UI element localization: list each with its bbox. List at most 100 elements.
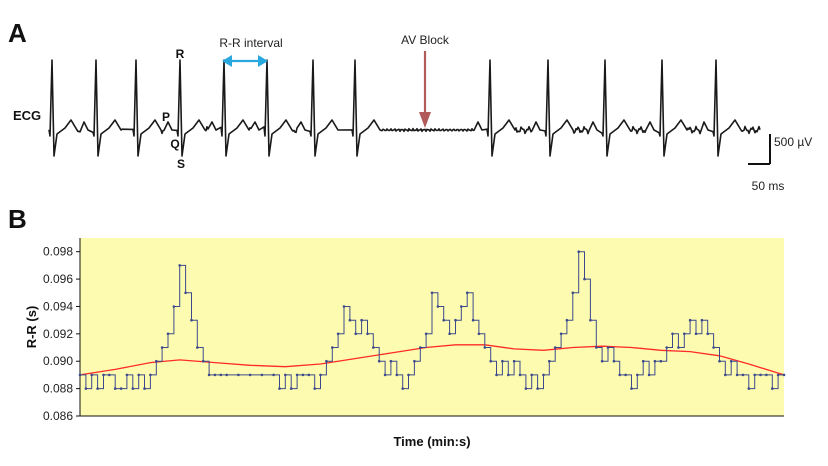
rr-data-point (102, 373, 105, 377)
rr-data-point (729, 359, 733, 363)
rr-data-point (507, 373, 510, 377)
rr-data-point (589, 318, 592, 322)
rr-data-point (190, 318, 193, 322)
rr-data-point (700, 318, 704, 322)
rr-data-point (419, 346, 422, 349)
rr-data-point (571, 291, 575, 295)
y-tick-label: 0.090 (43, 354, 73, 368)
rr-data-point (301, 373, 305, 377)
rr-data-point (782, 373, 786, 377)
rr-interval-label: R-R interval (219, 36, 282, 50)
rr-data-point (436, 305, 440, 308)
rr-data-point (155, 359, 158, 363)
rr-data-point (776, 373, 780, 377)
y-tick-label: 0.086 (43, 409, 73, 423)
y-tick-label: 0.094 (43, 299, 73, 313)
rr-data-point (366, 332, 369, 336)
y-tick-label: 0.096 (43, 272, 73, 286)
y-axis-title: R-R (s) (24, 306, 39, 349)
rr-data-point (747, 387, 751, 390)
axes: 0.0860.0880.0900.0920.0940.0960.09806:18… (43, 238, 784, 423)
rr-data-point (448, 332, 451, 336)
rr-data-point (636, 373, 639, 377)
rr-data-point (96, 387, 99, 390)
rr-data-point (184, 291, 187, 295)
rr-data-point (489, 359, 493, 363)
rr-data-point (395, 373, 399, 377)
rr-data-point (454, 318, 457, 322)
rr-data-point (683, 332, 686, 336)
panel-b-label: B (8, 204, 27, 234)
rr-data-point (78, 373, 82, 377)
rr-data-point (196, 346, 199, 349)
rr-data-point (565, 318, 569, 322)
rr-data-point (688, 318, 692, 322)
rr-data-point (659, 359, 663, 363)
y-tick-label: 0.092 (43, 327, 73, 341)
rr-data-point (178, 264, 181, 267)
wave-p-label: P (162, 110, 170, 124)
rr-data-point (653, 359, 657, 363)
rr-data-point (125, 373, 129, 377)
rr-data-point (718, 359, 721, 363)
rr-data-point (677, 346, 680, 349)
rr-data-point (735, 373, 739, 377)
scale-bar: 500 µV 50 ms (748, 134, 812, 193)
ecg-trace (48, 59, 761, 157)
rr-data-point (284, 373, 287, 377)
rr-data-point (84, 387, 88, 390)
rr-data-point (618, 373, 621, 377)
rr-data-point (424, 332, 428, 336)
y-tick-label: 0.098 (43, 245, 73, 259)
rr-data-point (237, 373, 240, 377)
rr-data-point (413, 359, 416, 363)
panel-a: A ECG R-R interval AV Block R P Q S 500 … (8, 18, 812, 193)
scale-bar-time-label: 50 ms (752, 179, 785, 193)
rr-data-point (501, 359, 504, 363)
av-block-label: AV Block (401, 33, 450, 47)
rr-data-point (606, 346, 610, 349)
rr-data-point (143, 387, 146, 390)
rr-interval-arrow (222, 55, 268, 67)
rr-series-markers (78, 250, 786, 390)
rr-data-point (149, 373, 152, 377)
rr-data-point (219, 373, 223, 377)
rr-data-point (325, 359, 328, 363)
rr-data-point (131, 387, 135, 390)
rr-data-point (372, 346, 375, 349)
rr-data-point (207, 373, 211, 377)
rr-data-point (542, 373, 545, 377)
rr-data-point (313, 387, 317, 390)
rr-data-point (712, 346, 715, 349)
rr-data-point (647, 373, 651, 377)
rr-data-point (407, 373, 410, 377)
rr-data-point (172, 305, 176, 308)
rr-data-point (354, 332, 358, 336)
rr-data-point (512, 359, 516, 363)
rr-data-point (471, 318, 475, 322)
rr-data-point (389, 359, 393, 363)
rr-data-point (706, 332, 709, 336)
rr-data-point (595, 346, 598, 349)
rr-data-point (278, 387, 281, 390)
rr-data-point (430, 291, 434, 295)
wave-q-label: Q (170, 137, 179, 151)
rr-data-point (671, 332, 674, 336)
rr-data-point (377, 359, 381, 363)
rr-data-point (577, 250, 580, 253)
rr-data-point (331, 346, 334, 349)
rr-data-point (771, 387, 774, 390)
rr-data-point (630, 387, 633, 390)
rr-data-point (612, 359, 616, 363)
rr-data-point (553, 346, 557, 349)
rr-data-point (272, 373, 275, 377)
rr-data-point (160, 346, 164, 349)
rr-data-point (319, 373, 322, 377)
rr-data-point (295, 373, 299, 377)
rr-data-point (201, 359, 205, 363)
rr-data-point (765, 373, 768, 377)
rr-data-point (90, 373, 93, 377)
rr-data-point (108, 373, 111, 377)
rr-data-point (694, 332, 698, 336)
